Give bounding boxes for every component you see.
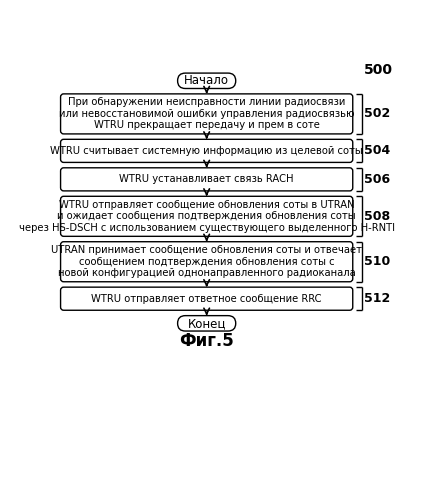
Text: 506: 506 [363, 173, 389, 186]
Text: 508: 508 [363, 210, 389, 223]
FancyBboxPatch shape [60, 196, 352, 236]
Text: Начало: Начало [184, 74, 229, 88]
FancyBboxPatch shape [60, 168, 352, 191]
FancyBboxPatch shape [60, 287, 352, 310]
FancyBboxPatch shape [60, 94, 352, 134]
Text: 510: 510 [363, 255, 389, 268]
FancyBboxPatch shape [60, 242, 352, 282]
Text: WTRU считывает системную информацию из целевой соты: WTRU считывает системную информацию из ц… [50, 146, 362, 156]
FancyBboxPatch shape [177, 73, 235, 88]
FancyBboxPatch shape [177, 316, 235, 331]
Text: WTRU отправляет ответное сообщение RRC: WTRU отправляет ответное сообщение RRC [91, 294, 321, 304]
Text: WTRU отправляет сообщение обновления соты в UTRAN
и ожидает сообщения подтвержде: WTRU отправляет сообщение обновления сот… [19, 200, 394, 233]
Text: 512: 512 [363, 292, 389, 305]
Text: 500: 500 [364, 63, 392, 77]
Text: Конец: Конец [187, 317, 225, 330]
Text: Фиг.5: Фиг.5 [179, 332, 233, 350]
Text: 504: 504 [363, 144, 389, 158]
Text: UTRAN принимает сообщение обновления соты и отвечает
сообщением подтверждения об: UTRAN принимает сообщение обновления сот… [51, 245, 362, 278]
Text: WTRU устанавливает связь RACH: WTRU устанавливает связь RACH [119, 174, 293, 184]
FancyBboxPatch shape [60, 140, 352, 162]
Text: При обнаружении неисправности линии радиосвязи
или невосстановимой ошибки управл: При обнаружении неисправности линии ради… [59, 98, 354, 130]
Text: 502: 502 [363, 108, 389, 120]
